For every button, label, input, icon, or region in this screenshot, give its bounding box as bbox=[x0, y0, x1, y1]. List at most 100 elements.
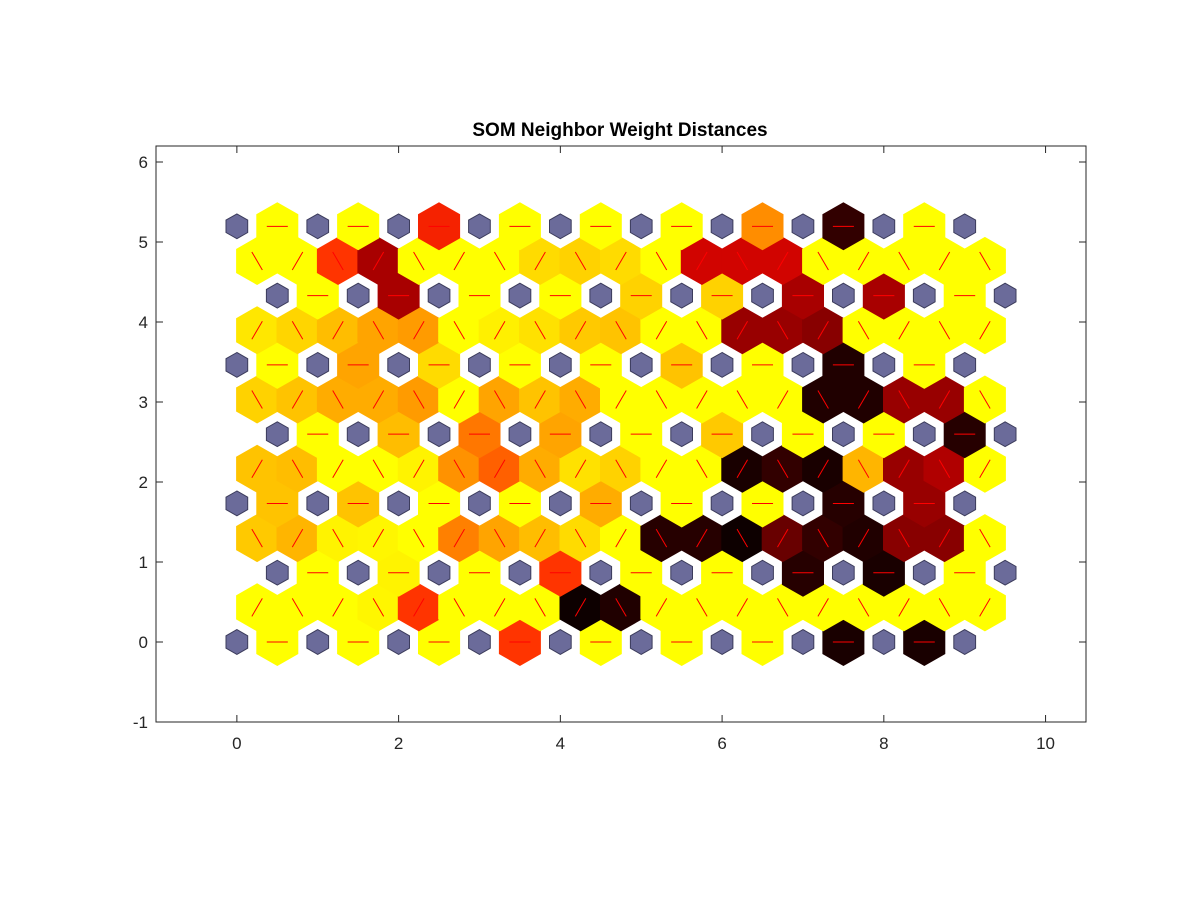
connector-line bbox=[413, 528, 425, 548]
neuron bbox=[670, 559, 693, 586]
connector-line bbox=[938, 320, 951, 340]
connector-line bbox=[372, 528, 385, 548]
neuron bbox=[872, 490, 896, 517]
connector-line bbox=[574, 320, 587, 340]
connector-line bbox=[655, 251, 668, 271]
neuron bbox=[629, 213, 653, 240]
neuron-layer bbox=[225, 213, 1017, 655]
neuron bbox=[468, 351, 491, 378]
connector-line bbox=[898, 251, 910, 271]
connector-line bbox=[857, 528, 870, 548]
neuron bbox=[993, 282, 1017, 309]
neuron bbox=[387, 213, 410, 240]
connector-line bbox=[534, 251, 546, 271]
neuron bbox=[791, 351, 815, 378]
neuron bbox=[508, 421, 532, 448]
neuron bbox=[427, 421, 451, 448]
connector-line bbox=[938, 598, 951, 617]
neuron bbox=[751, 559, 774, 586]
connector-line bbox=[857, 251, 870, 271]
neuron bbox=[791, 213, 815, 240]
neuron bbox=[953, 351, 977, 378]
connector-line bbox=[372, 459, 385, 479]
neuron bbox=[832, 282, 855, 309]
connector-line bbox=[413, 598, 425, 617]
neuron bbox=[549, 629, 572, 655]
connector-line bbox=[898, 598, 910, 617]
x-tick-label: 8 bbox=[879, 734, 888, 753]
connector-line bbox=[817, 528, 829, 548]
y-tick-label: 3 bbox=[139, 393, 148, 412]
connector-line bbox=[453, 459, 465, 479]
neuron bbox=[346, 559, 370, 586]
y-tick-label: -1 bbox=[133, 713, 148, 732]
x-tick-label: 2 bbox=[394, 734, 403, 753]
connector-line bbox=[655, 528, 668, 548]
neuron bbox=[953, 490, 977, 517]
neuron bbox=[953, 629, 977, 655]
connector-line bbox=[453, 598, 465, 617]
connector-line bbox=[453, 390, 465, 409]
connector-line bbox=[453, 320, 465, 340]
connector-line bbox=[736, 251, 748, 271]
y-tick-label: 4 bbox=[139, 313, 148, 332]
neuron bbox=[912, 421, 936, 448]
connector-line bbox=[736, 528, 748, 548]
neuron bbox=[225, 213, 249, 240]
neuron bbox=[629, 629, 653, 655]
neuron bbox=[832, 421, 855, 448]
neuron bbox=[468, 213, 491, 240]
connector-line bbox=[696, 390, 708, 409]
neuron bbox=[589, 421, 613, 448]
connector-line bbox=[979, 528, 991, 548]
connector-line bbox=[777, 320, 789, 340]
connector-line bbox=[817, 390, 829, 409]
connector-line bbox=[574, 251, 587, 271]
connector-line bbox=[413, 459, 425, 479]
neuron bbox=[265, 559, 289, 586]
connector-line bbox=[251, 390, 263, 409]
neuron bbox=[953, 213, 977, 240]
connector-line bbox=[372, 598, 385, 617]
connector-line bbox=[615, 598, 627, 617]
neuron bbox=[751, 421, 774, 448]
connector-line bbox=[574, 459, 587, 479]
connector-line bbox=[938, 459, 951, 479]
neuron bbox=[589, 559, 613, 586]
neuron bbox=[306, 351, 330, 378]
connector-line bbox=[332, 598, 344, 617]
axes-box bbox=[155, 145, 1087, 723]
connector-line bbox=[898, 390, 910, 409]
connector-line bbox=[372, 320, 385, 340]
connector-line bbox=[332, 251, 344, 271]
connector-line bbox=[938, 251, 951, 271]
connector-line bbox=[777, 459, 789, 479]
connector-line bbox=[736, 390, 748, 409]
neuron bbox=[387, 351, 410, 378]
connector-line bbox=[777, 528, 789, 548]
connector-line bbox=[696, 528, 708, 548]
connector-line bbox=[332, 459, 344, 479]
connector-line bbox=[574, 598, 587, 617]
connector-line bbox=[291, 528, 304, 548]
neuron bbox=[306, 629, 330, 655]
neuron bbox=[346, 282, 370, 309]
neuron bbox=[387, 629, 410, 655]
connector-line bbox=[494, 459, 506, 479]
connector-line bbox=[938, 390, 951, 409]
neuron bbox=[629, 351, 653, 378]
connector-line bbox=[413, 390, 425, 409]
x-tick-label: 6 bbox=[717, 734, 726, 753]
connector-line bbox=[453, 251, 465, 271]
connector-line bbox=[413, 251, 425, 271]
connector-line bbox=[979, 459, 991, 479]
connector-line bbox=[696, 459, 708, 479]
connector-line bbox=[857, 320, 870, 340]
connector-line bbox=[534, 390, 546, 409]
connector-line bbox=[898, 320, 910, 340]
connector-line-layer bbox=[251, 225, 991, 643]
neuron bbox=[710, 351, 734, 378]
x-tick-label: 4 bbox=[556, 734, 565, 753]
y-tick-label: 6 bbox=[139, 153, 148, 172]
connector-line bbox=[534, 528, 546, 548]
